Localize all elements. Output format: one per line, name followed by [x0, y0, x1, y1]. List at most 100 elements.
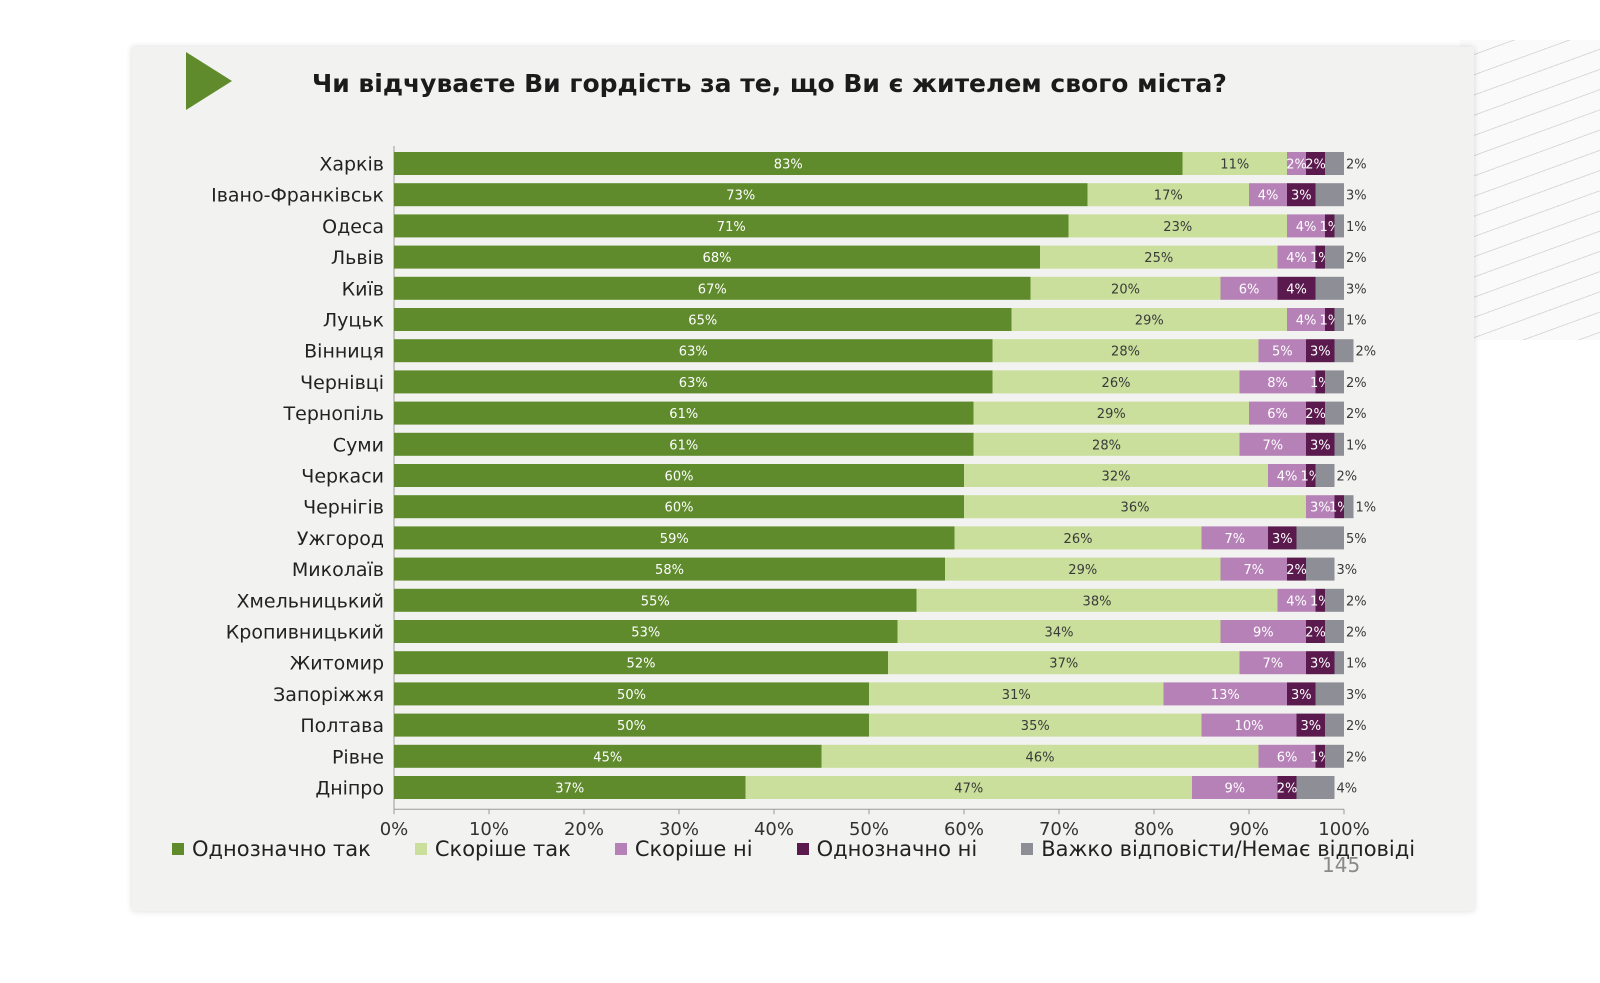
bar-миколаїв-s1 — [945, 557, 1221, 581]
notepad-background — [1460, 40, 1600, 340]
legend-label-definitely-yes: Однозначно так — [192, 837, 371, 861]
data-label: 32% — [1102, 470, 1131, 485]
data-label: 7% — [1243, 563, 1264, 578]
category-label: Миколаїв — [292, 559, 384, 581]
x-tick-label: 20% — [564, 819, 604, 837]
data-label: 23% — [1163, 220, 1192, 235]
bar-суми-s1 — [973, 432, 1240, 456]
bar-івано-франківськ-s1 — [1087, 183, 1249, 207]
data-label: 2% — [1346, 407, 1367, 422]
bar-рівне-s4 — [1325, 744, 1344, 768]
data-label: 52% — [627, 657, 656, 672]
bar-чернігів-s4 — [1344, 495, 1354, 519]
bar-київ-s1 — [1030, 276, 1221, 300]
bar-івано-франківськ-s3 — [1287, 183, 1316, 207]
bar-черкаси-s0 — [394, 464, 964, 487]
legend-label-hard-to-say: Важко відповісти/Немає відповіді — [1041, 837, 1416, 861]
bar-житомир-s0 — [394, 651, 888, 675]
bar-київ-s0 — [394, 276, 1031, 300]
bar-ужгород-s3 — [1268, 526, 1297, 550]
x-tick-label: 90% — [1229, 819, 1269, 837]
data-label: 60% — [665, 470, 694, 485]
data-label: 4% — [1286, 282, 1307, 297]
data-label: 7% — [1262, 438, 1283, 453]
data-label: 61% — [669, 438, 698, 453]
data-label: 3% — [1300, 719, 1321, 734]
data-label: 11% — [1220, 158, 1249, 173]
bar-івано-франківськ-s0 — [394, 183, 1088, 207]
bar-вінниця-s3 — [1306, 339, 1335, 363]
data-label: 5% — [1272, 345, 1293, 360]
data-label: 67% — [698, 282, 727, 297]
x-tick-label: 10% — [469, 819, 509, 837]
data-label: 4% — [1277, 470, 1298, 485]
bar-дніпро-s2 — [1192, 776, 1278, 799]
bar-хмельницький-s1 — [916, 588, 1278, 612]
bar-рівне-s0 — [394, 744, 822, 768]
data-label: 3% — [1337, 563, 1358, 578]
bar-ужгород-s2 — [1201, 526, 1268, 550]
bar-вінниця-s4 — [1334, 339, 1354, 363]
category-label: Вінниця — [304, 341, 384, 363]
category-label: Запоріжжя — [273, 684, 384, 706]
bar-миколаїв-s0 — [394, 557, 945, 581]
stacked-bar-chart: 0% 10% 20% 30% 40% 50% 60% 70% 80% 90% 100% Харків 8… — [211, 146, 1376, 837]
book-page: Чи відчуваєте Ви гордість за те, що Ви є… — [132, 47, 1474, 911]
bar-хмельницький-s3 — [1315, 588, 1325, 612]
legend-swatch-definitely-yes — [172, 843, 184, 855]
bar-хмельницький-s2 — [1277, 588, 1316, 612]
x-tick-label: 80% — [1134, 819, 1174, 837]
data-label: 29% — [1068, 563, 1097, 578]
bar-чернівці-s2 — [1239, 370, 1316, 394]
category-label: Хмельницький — [237, 590, 384, 612]
data-label: 36% — [1121, 501, 1150, 516]
bar-запоріжжя-s1 — [869, 682, 1164, 706]
data-label: 28% — [1111, 345, 1140, 360]
data-label: 9% — [1253, 626, 1274, 641]
bar-суми-s2 — [1239, 432, 1306, 456]
bar-ужгород-s4 — [1296, 526, 1344, 550]
bar-миколаїв-s2 — [1220, 557, 1287, 581]
legend-swatch-definitely-no — [796, 843, 809, 855]
data-label: 73% — [726, 189, 755, 204]
data-label: 3% — [1310, 657, 1331, 672]
legend-item-definitely-no: Однозначно ні — [796, 837, 977, 861]
data-label: 4% — [1337, 782, 1358, 797]
data-label: 35% — [1021, 719, 1050, 734]
data-label: 29% — [1135, 314, 1164, 329]
bar-дніпро-s1 — [745, 776, 1192, 799]
bar-луцьк-s4 — [1334, 308, 1344, 331]
bar-житомир-s4 — [1334, 651, 1344, 675]
bar-тернопіль-s2 — [1249, 401, 1306, 425]
bar-суми-s4 — [1334, 432, 1344, 456]
data-label: 28% — [1092, 438, 1121, 453]
data-label: 6% — [1239, 282, 1260, 297]
data-label: 3% — [1291, 688, 1312, 703]
legend-item-rather-no: Скоріше ні — [614, 837, 753, 861]
data-label: 37% — [555, 782, 584, 797]
legend-label-rather-yes: Скоріше так — [434, 837, 571, 861]
bar-кропивницький-s2 — [1220, 620, 1306, 643]
legend-label-rather-no: Скоріше ні — [634, 837, 753, 861]
bar-львів-s1 — [1040, 245, 1278, 269]
data-label: 6% — [1267, 407, 1288, 422]
bar-запоріжжя-s3 — [1287, 682, 1316, 706]
x-tick-label: 50% — [849, 819, 889, 837]
bar-тернопіль-s4 — [1325, 401, 1344, 425]
data-label: 1% — [1346, 314, 1367, 329]
bar-луцьк-s1 — [1011, 308, 1287, 331]
bar-вінниця-s0 — [394, 339, 993, 363]
legend-swatch-rather-yes — [414, 843, 427, 855]
data-label: 10% — [1235, 719, 1264, 734]
data-label: 53% — [631, 626, 660, 641]
bar-львів-s0 — [394, 245, 1040, 269]
bar-суми-s0 — [394, 432, 974, 456]
bar-миколаїв-s3 — [1287, 557, 1306, 581]
bar-запоріжжя-s0 — [394, 682, 869, 706]
data-label: 2% — [1305, 626, 1326, 641]
title-triangle-icon — [186, 52, 232, 110]
bar-полтава-s0 — [394, 713, 869, 737]
data-label: 31% — [1002, 688, 1031, 703]
bar-кропивницький-s1 — [897, 620, 1221, 643]
data-label: 61% — [669, 407, 698, 422]
